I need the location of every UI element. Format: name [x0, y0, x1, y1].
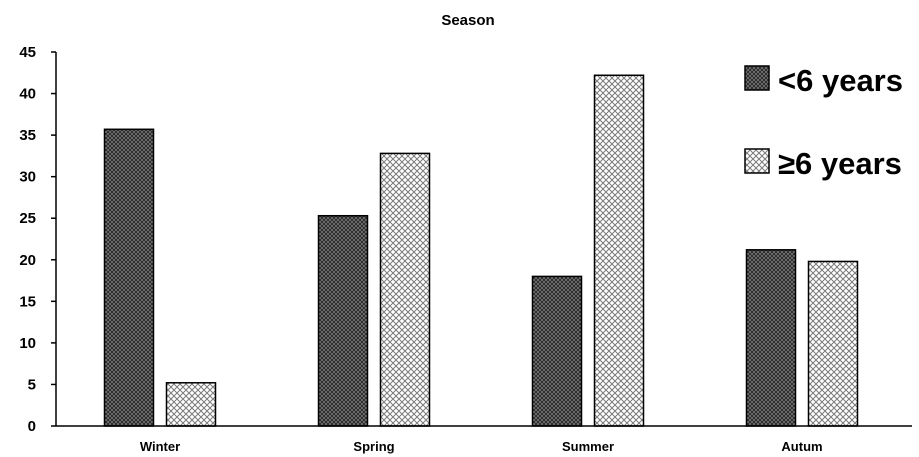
y-tick-label: 35	[19, 127, 36, 144]
x-axis-labels: Winter Spring Summer Autum	[140, 439, 823, 454]
bar-spring-series-1	[379, 152, 431, 427]
y-tick-label: 10	[19, 335, 36, 352]
bar-autum-series-1	[807, 260, 859, 427]
legend-swatch-under-6	[744, 65, 770, 91]
legend-swatch-6-plus	[744, 148, 770, 174]
x-tick-label-spring: Spring	[353, 439, 394, 454]
bar-spring-series-0	[317, 214, 369, 427]
x-tick-label-summer: Summer	[562, 439, 614, 454]
legend-label-6-plus: ≥6 years	[778, 146, 902, 181]
bar-winter-series-1	[165, 382, 217, 427]
y-tick-label: 5	[28, 376, 36, 393]
bar-winter-series-0	[103, 128, 155, 427]
bar-autum-series-0	[745, 249, 797, 427]
legend: <6 years ≥6 years	[744, 63, 903, 181]
y-tick-label: 45	[19, 44, 36, 61]
y-tick-label: 15	[19, 293, 36, 310]
x-tick-label-winter: Winter	[140, 439, 180, 454]
y-tick-label: 30	[19, 169, 36, 186]
y-tick-label: 25	[19, 210, 36, 227]
chart-title: Season	[441, 12, 494, 29]
y-tick-label: 40	[19, 86, 36, 103]
y-tick-label: 0	[28, 418, 36, 435]
y-axis-ticks: 0 5 10 15 20 25 30 35 40 45	[19, 44, 56, 435]
legend-label-under-6: <6 years	[778, 63, 903, 98]
y-tick-label: 20	[19, 252, 36, 269]
bar-summer-series-0	[531, 275, 583, 427]
bars	[103, 74, 859, 427]
x-tick-label-autum: Autum	[781, 439, 822, 454]
bar-summer-series-1	[593, 74, 645, 427]
